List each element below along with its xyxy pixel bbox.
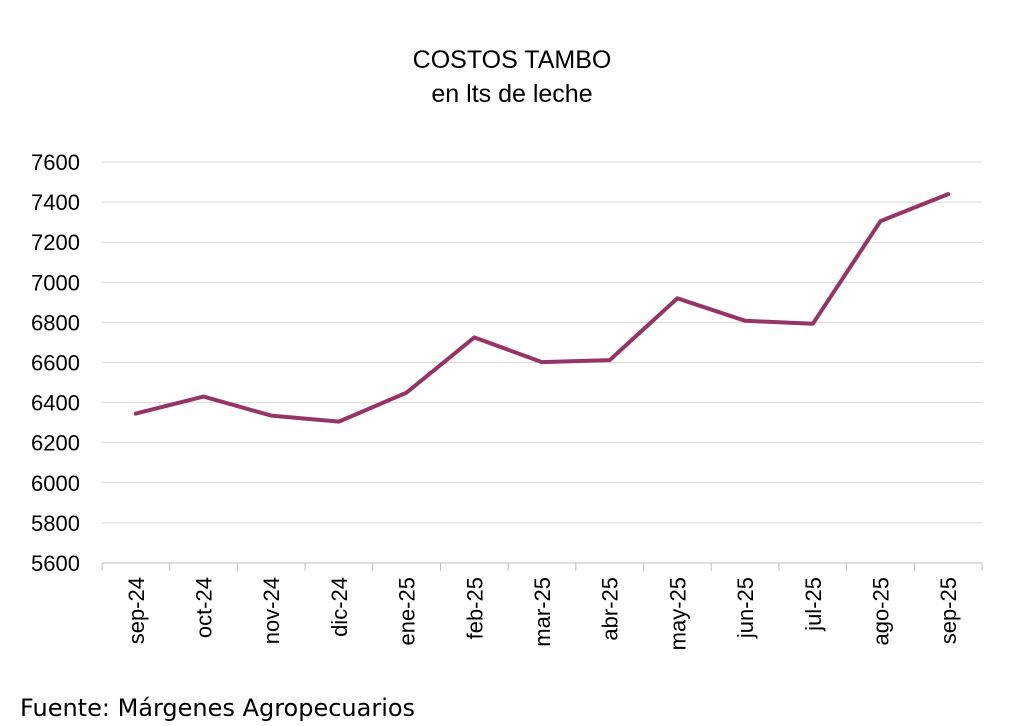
source-note: Fuente: Márgenes Agropecuarios xyxy=(20,694,416,722)
x-tick-label: oct-24 xyxy=(192,577,217,638)
x-tick-label: ago-25 xyxy=(868,577,893,646)
y-tick-label: 7400 xyxy=(31,190,80,215)
x-tick-label: nov-24 xyxy=(259,577,284,644)
x-tick-label: feb-25 xyxy=(462,577,487,639)
x-tick-label: mar-25 xyxy=(530,577,555,647)
x-tick-label: sep-25 xyxy=(936,577,961,644)
x-tick-label: dic-24 xyxy=(327,577,352,637)
x-tick-label: jul-25 xyxy=(801,577,826,632)
y-tick-label: 6400 xyxy=(31,391,80,416)
x-tick-label: jun-25 xyxy=(733,577,758,639)
x-tick-label: ene-25 xyxy=(395,577,420,646)
series-line xyxy=(133,192,951,424)
x-tick-label: may-25 xyxy=(665,577,690,650)
y-tick-label: 5600 xyxy=(31,551,80,576)
chart-subtitle: en lts de leche xyxy=(431,80,593,108)
y-tick-label: 5800 xyxy=(31,511,80,536)
y-tick-label: 6200 xyxy=(31,431,80,456)
y-tick-label: 7200 xyxy=(31,230,80,255)
y-tick-label: 6000 xyxy=(31,471,80,496)
y-tick-label: 7600 xyxy=(31,150,80,175)
y-tick-label: 6600 xyxy=(31,351,80,376)
x-tick-label: sep-24 xyxy=(124,577,149,644)
chart-title: COSTOS TAMBO xyxy=(412,46,612,74)
y-tick-label: 6800 xyxy=(31,310,80,335)
x-tick-label: abr-25 xyxy=(598,577,623,641)
y-tick-label: 7000 xyxy=(31,270,80,295)
